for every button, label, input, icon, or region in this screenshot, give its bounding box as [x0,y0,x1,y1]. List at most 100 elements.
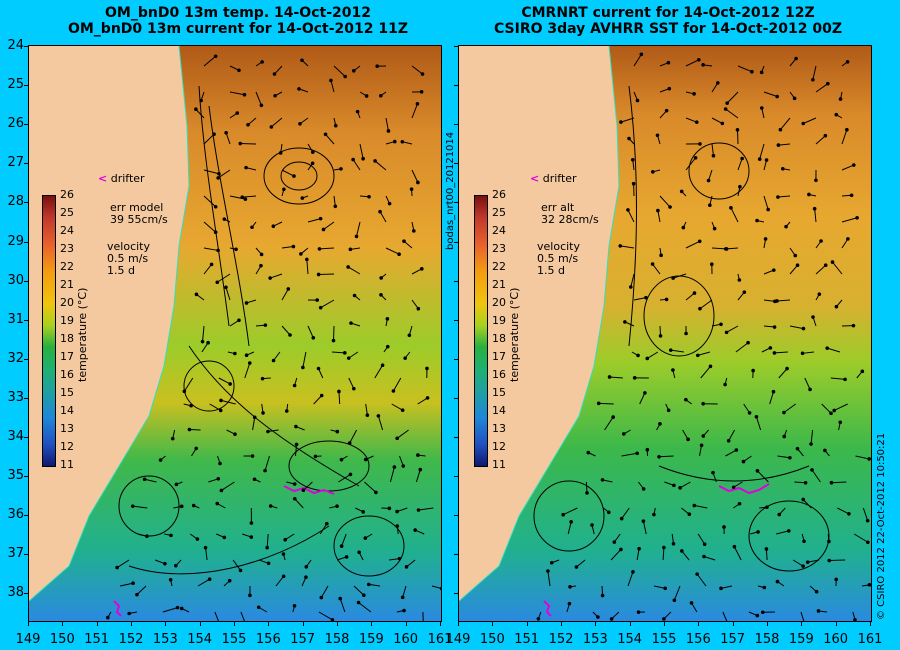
model-run-label: bodas_nrt00_20121014 [445,131,456,250]
current-arrow-head [678,486,682,490]
current-arrow-head [348,472,353,477]
current-arrow-head [686,437,690,442]
current-arrow-head [829,480,834,485]
current-arrow [295,444,298,457]
current-arrow-head [692,503,697,508]
current-arrow-head [281,574,286,579]
current-arrow [757,470,769,483]
current-arrow-head [795,446,800,451]
current-arrow-head [244,165,248,170]
left-err-line1: err model [110,201,164,214]
current-arrow [815,83,829,93]
current-arrow-head [778,127,783,132]
current-arrow-head [361,510,365,514]
current-arrow-head [283,537,287,542]
longitude-label: 161 [427,632,453,647]
current-arrow [264,455,270,471]
current-arrow [567,521,572,535]
current-arrow-head [663,586,668,591]
current-arrow-head [400,408,405,412]
current-arrow [562,507,578,516]
current-arrow [136,585,147,595]
left-drifter-label: drifter [110,172,145,185]
current-arrow-head [666,60,671,65]
current-arrow-head [361,156,365,161]
current-arrow [807,559,820,563]
current-arrow-head [233,351,237,356]
current-arrow-head [250,225,254,230]
current-arrow-head [344,555,349,559]
right-eddy-3 [533,480,605,552]
colorbar-tick-label: 23 [60,242,74,255]
current-arrow-head [376,414,381,418]
current-arrow [730,207,739,223]
current-arrow-head [234,247,238,252]
current-arrow-head [812,206,817,211]
right-err-line1: err alt [541,201,575,214]
current-arrow-head [329,78,333,83]
current-arrow [203,264,213,275]
latitude-label: 37 [7,546,24,562]
current-arrow-head [355,109,360,114]
current-arrow-head [734,448,739,452]
latitude-tick [454,358,459,360]
current-arrow-head [363,457,368,462]
current-arrow [696,573,707,587]
current-arrow [659,455,674,458]
current-arrow-head [671,368,675,372]
current-arrow [855,455,870,460]
current-arrow-head [658,334,663,338]
current-arrow-head [763,237,768,241]
current-arrow [221,481,235,491]
current-arrow [415,469,421,483]
current-arrow-head [304,565,309,569]
current-arrow-head [708,364,713,369]
current-arrow-head [419,90,424,94]
current-arrow-head [768,346,773,350]
current-arrow-head [632,376,637,380]
current-arrow-head [339,167,343,171]
current-arrow [585,481,588,493]
current-arrow-head [760,610,765,615]
current-arrow-head [260,376,265,381]
current-arrow [633,297,647,301]
current-arrow [609,376,623,379]
current-arrow-head [407,333,412,338]
current-arrow [697,533,706,545]
current-arrow-head [106,615,110,620]
current-arrow [841,238,849,249]
current-arrow-head [199,98,203,103]
current-arrow-head [627,136,631,141]
current-arrow [313,395,323,405]
current-arrow-head [596,401,601,406]
longitude-tick [767,621,768,626]
current-arrow [830,377,846,380]
current-arrow [266,533,269,548]
current-arrow-head [252,477,257,482]
current-arrow-head [732,544,737,549]
current-arrow-head [724,330,729,335]
current-arrow [348,351,359,359]
current-arrow-head [817,292,822,296]
colorbar-tick-label: 17 [60,350,74,363]
current-arrow-head [656,208,660,213]
current-arrow-head [819,239,823,243]
current-arrow-head [659,253,663,258]
longitude-tick [801,621,803,626]
current-arrow [352,159,361,171]
current-arrow-head [611,415,615,419]
current-vector-field [536,52,871,621]
current-arrow-head [319,393,324,398]
current-arrow-head [619,547,623,552]
current-arrow-head [823,133,828,138]
current-arrow [244,362,251,379]
current-arrow-head [747,411,752,415]
left-err-line2: 39 55cm/s [110,213,168,226]
current-arrow-head [217,171,221,176]
current-arrow-head [425,396,430,400]
current-arrow-head [351,68,356,73]
current-arrow [306,259,309,275]
latitude-tick [24,46,29,47]
longitude-tick [371,621,373,626]
current-arrow-head [347,441,352,445]
